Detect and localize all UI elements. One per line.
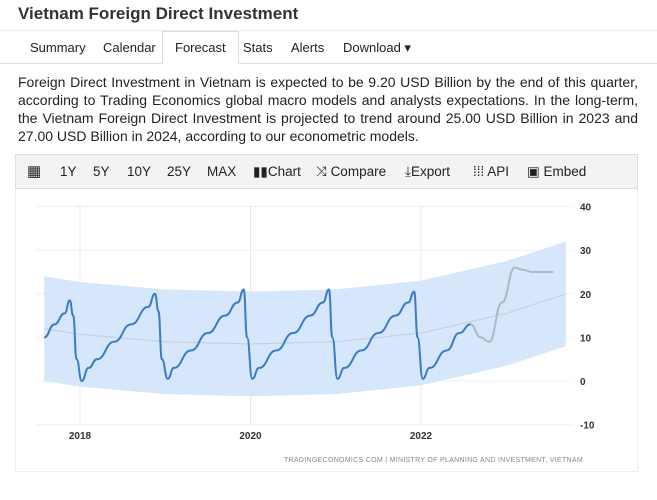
chart-container (15, 189, 638, 472)
download-icon: ⤓ (405, 164, 411, 179)
x-tick-label: 2020 (239, 431, 262, 442)
tab-stats[interactable]: Stats (243, 40, 273, 55)
y-tick-label: 40 (580, 203, 592, 214)
range-10y-button[interactable]: 10Y (127, 164, 152, 179)
range-25y-button[interactable]: 25Y (167, 164, 192, 179)
forecast-series-line (470, 266, 554, 343)
chart-toolbar: ▦ 1Y 5Y 10Y 25Y MAX ▮▮Chart ⤨ Compare ⤓E… (15, 154, 638, 189)
page-title: Vietnam Foreign Direct Investment (18, 4, 299, 23)
trend-line (44, 293, 567, 345)
chart-source: TRADINGECONOMICS.COM | MINISTRY OF PLANN… (284, 457, 583, 464)
tab-forecast[interactable]: Forecast (162, 31, 239, 65)
compare-label: Compare (330, 164, 387, 179)
tab-alerts[interactable]: Alerts (291, 40, 325, 55)
embed-button[interactable]: ▣ Embed (527, 155, 586, 188)
tab-download[interactable]: Download ▾ (343, 40, 411, 55)
calendar-icon[interactable]: ▦ (27, 163, 42, 180)
actual-series-line (43, 288, 471, 383)
export-label: Export (410, 164, 450, 179)
image-icon: ▣ (527, 164, 544, 179)
chart-button[interactable]: ▮▮Chart (253, 155, 301, 188)
compare-button[interactable]: ⤨ Compare (316, 155, 386, 188)
tab-summary[interactable]: Summary (30, 40, 86, 55)
api-label: API (487, 164, 510, 179)
y-tick-label: 30 (580, 246, 592, 257)
x-tick-label: 2018 (69, 431, 92, 442)
bar-chart-icon: ▮▮ (253, 164, 268, 179)
export-button[interactable]: ⤓Export (405, 155, 450, 188)
tab-bar: Summary Calendar Forecast Stats Alerts D… (0, 30, 657, 65)
y-tick-label: 20 (580, 290, 592, 301)
shuffle-icon: ⤨ (316, 164, 331, 179)
chart-label: Chart (267, 164, 301, 179)
forecast-description: Foreign Direct Investment in Vietnam is … (18, 74, 638, 144)
range-max-button[interactable]: MAX (207, 164, 237, 179)
y-tick-label: 10 (580, 333, 592, 344)
x-tick-label: 2022 (410, 431, 433, 442)
embed-label: Embed (543, 164, 587, 179)
tab-calendar[interactable]: Calendar (103, 40, 156, 55)
range-1y-button[interactable]: 1Y (60, 164, 77, 179)
range-5y-button[interactable]: 5Y (93, 164, 110, 179)
api-button[interactable]: ⁞⁞⁞ API (473, 155, 509, 188)
y-tick-label: -10 (580, 421, 595, 432)
y-tick-label: 0 (580, 377, 586, 388)
grid-icon: ⁞⁞⁞ (473, 164, 488, 179)
